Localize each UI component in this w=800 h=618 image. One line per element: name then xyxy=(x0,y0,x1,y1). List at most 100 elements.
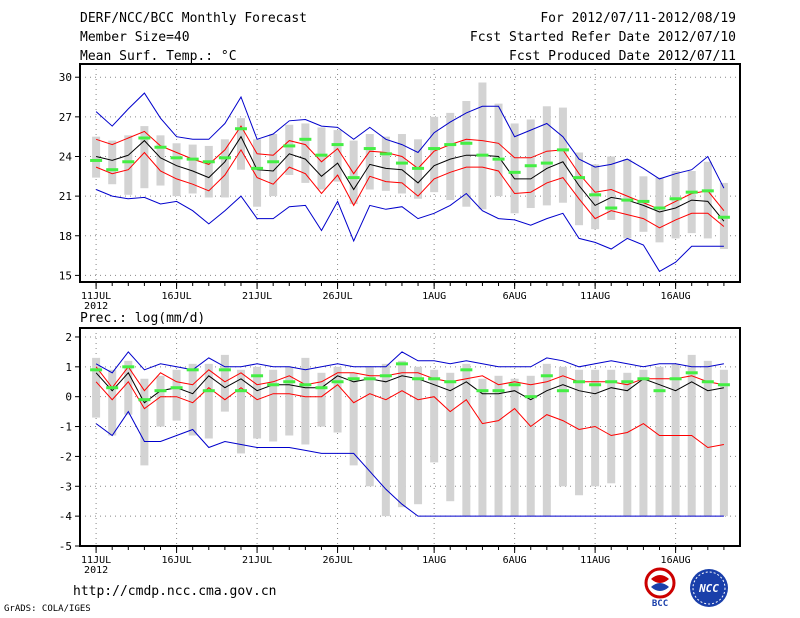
p0-spread-box xyxy=(204,145,213,198)
p0-frame xyxy=(79,63,741,283)
p1-ytick-label: -1 xyxy=(59,421,72,434)
p1-xtick-label: 26JUL xyxy=(323,555,353,566)
p0-observed-mark xyxy=(556,148,569,152)
p1-max-line xyxy=(95,351,724,374)
p1-spread-box xyxy=(575,369,584,496)
p0-xtick-label: 21JUL xyxy=(242,291,272,302)
p1-frame xyxy=(79,327,741,547)
p0-year-label: 2012 xyxy=(84,301,108,312)
ncc-logo: NCC xyxy=(690,569,728,607)
p0-spread-box xyxy=(172,143,181,197)
p1-observed-mark xyxy=(170,386,183,390)
p1-spread-box xyxy=(526,375,535,517)
p1-spread-box xyxy=(92,357,101,418)
p0-observed-mark xyxy=(653,206,666,210)
p1-observed-mark xyxy=(395,362,408,366)
p1-observed-mark xyxy=(299,383,312,387)
p0-observed-mark xyxy=(218,156,231,160)
p0-ytick-label: 27 xyxy=(59,111,72,124)
p0-observed-mark xyxy=(717,215,730,219)
p1-ytick-label: 1 xyxy=(65,361,72,374)
p1-observed-mark xyxy=(605,380,618,384)
bcc-logo-swirl-top xyxy=(651,575,669,583)
p0-observed-mark xyxy=(299,137,312,141)
p1-observed-mark xyxy=(154,389,167,393)
p0-observed-mark xyxy=(524,164,537,168)
bcc-logo-swirl-bottom xyxy=(651,583,669,591)
p0-ytick-label: 15 xyxy=(59,269,72,282)
p0-spread-box xyxy=(92,136,101,178)
produced-date: Fcst Produced Date 2012/07/11 xyxy=(509,49,736,64)
p1-xtick-label: 16JUL xyxy=(162,555,192,566)
refer-date: Fcst Started Refer Date 2012/07/10 xyxy=(469,30,736,45)
p1-observed-mark xyxy=(412,377,425,381)
p1-observed-mark xyxy=(621,380,634,384)
p1-xtick-label: 11AUG xyxy=(580,555,610,566)
p0-observed-mark xyxy=(395,161,408,165)
p1-observed-mark xyxy=(379,374,392,378)
p1-min-line xyxy=(95,410,724,517)
p1-spread-box xyxy=(719,369,728,517)
p0-spread-box xyxy=(430,116,439,193)
p0-spread-box xyxy=(285,124,294,175)
p1-observed-mark xyxy=(138,398,151,402)
p1-observed-mark xyxy=(685,371,698,375)
p0-spread-box xyxy=(365,134,374,190)
p0-spread-box xyxy=(317,127,326,190)
p0-spread-box xyxy=(269,134,278,197)
p1-spread-box xyxy=(591,369,600,487)
p0-xtick-label: 1AUG xyxy=(422,291,446,302)
p0-spread-box xyxy=(591,164,600,230)
p1-observed-mark xyxy=(717,383,730,387)
source-url[interactable]: http://cmdp.ncc.cma.gov.cn xyxy=(73,584,277,599)
p0-observed-mark xyxy=(508,170,521,174)
p0-lower-line xyxy=(95,148,725,229)
p0-spread-box xyxy=(687,171,696,234)
p1-observed-mark xyxy=(540,374,553,378)
p0-ytick-label: 24 xyxy=(59,150,73,163)
p1-spread-box xyxy=(639,369,648,517)
p1-xtick-label: 6AUG xyxy=(503,555,527,566)
p1-spread-box xyxy=(285,366,294,436)
p1-spread-box xyxy=(397,360,406,508)
p1-ytick-label: -5 xyxy=(59,540,72,553)
p1-spread-box xyxy=(365,366,374,487)
p1-upper-line xyxy=(95,365,724,392)
p0-spread-box xyxy=(156,135,165,186)
p0-observed-mark xyxy=(685,190,698,194)
p1-ytick-label: -2 xyxy=(59,450,72,463)
p1-observed-mark xyxy=(283,380,296,384)
p0-observed-mark xyxy=(106,168,119,172)
p1-observed-mark xyxy=(234,389,247,393)
p0-spread-box xyxy=(478,82,487,210)
p0-observed-mark xyxy=(428,147,441,151)
p1-observed-mark xyxy=(267,383,280,387)
precip-label: Prec.: log(mm/d) xyxy=(80,311,206,326)
p0-observed-mark xyxy=(669,197,682,201)
p1-observed-mark xyxy=(122,365,135,369)
p1-observed-mark xyxy=(444,380,457,384)
p1-observed-mark xyxy=(90,368,103,372)
p1-spread-box xyxy=(269,369,278,442)
p0-spread-box xyxy=(462,100,471,207)
p1-xtick-label: 1AUG xyxy=(422,555,446,566)
p0-observed-mark xyxy=(412,166,425,170)
p0-observed-mark xyxy=(267,160,280,164)
p0-spread-box xyxy=(220,139,229,198)
p0-observed-mark xyxy=(315,153,328,157)
p0-observed-mark xyxy=(589,193,602,197)
p1-mean-line xyxy=(95,371,724,404)
p1-observed-mark xyxy=(701,380,714,384)
p1-observed-mark xyxy=(428,377,441,381)
ncc-logo-inner-ring xyxy=(692,571,726,605)
p1-spread-box xyxy=(558,366,567,487)
p0-spread-box xyxy=(236,118,245,170)
p0-spread-box xyxy=(639,176,648,232)
p0-observed-mark xyxy=(234,127,247,131)
p0-spread-box xyxy=(381,136,390,191)
p1-spread-box xyxy=(542,363,551,517)
p0-observed-mark xyxy=(573,176,586,180)
p0-observed-mark xyxy=(90,158,103,162)
p0-xtick-label: 16AUG xyxy=(661,291,691,302)
